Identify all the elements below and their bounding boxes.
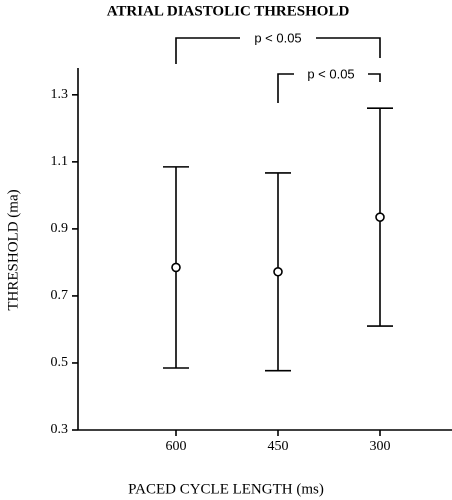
y-tick-label: 1.1 — [51, 154, 69, 169]
chart-title: ATRIAL DIASTOLIC THRESHOLD — [107, 3, 350, 19]
x-axis-label: PACED CYCLE LENGTH (ms) — [128, 481, 324, 497]
mean-marker — [273, 266, 283, 277]
mean-marker — [171, 262, 181, 273]
y-tick-label: 0.3 — [51, 422, 69, 437]
mean-marker — [375, 212, 385, 222]
annotation: p < 0.05 — [307, 66, 354, 81]
x-tick-label: 300 — [370, 439, 391, 454]
y-tick-label: 0.5 — [51, 355, 69, 370]
y-tick-label: 0.9 — [51, 221, 69, 236]
x-tick-label: 450 — [268, 439, 289, 454]
significance-bracket — [175, 37, 381, 64]
significance-bracket — [277, 73, 381, 103]
x-tick-label: 600 — [166, 439, 187, 454]
y-axis-label: THRESHOLD (ma) — [5, 189, 21, 310]
annotation: p < 0.05 — [254, 30, 301, 45]
y-tick-label: 0.7 — [51, 288, 69, 303]
y-tick-label: 1.3 — [51, 87, 69, 102]
